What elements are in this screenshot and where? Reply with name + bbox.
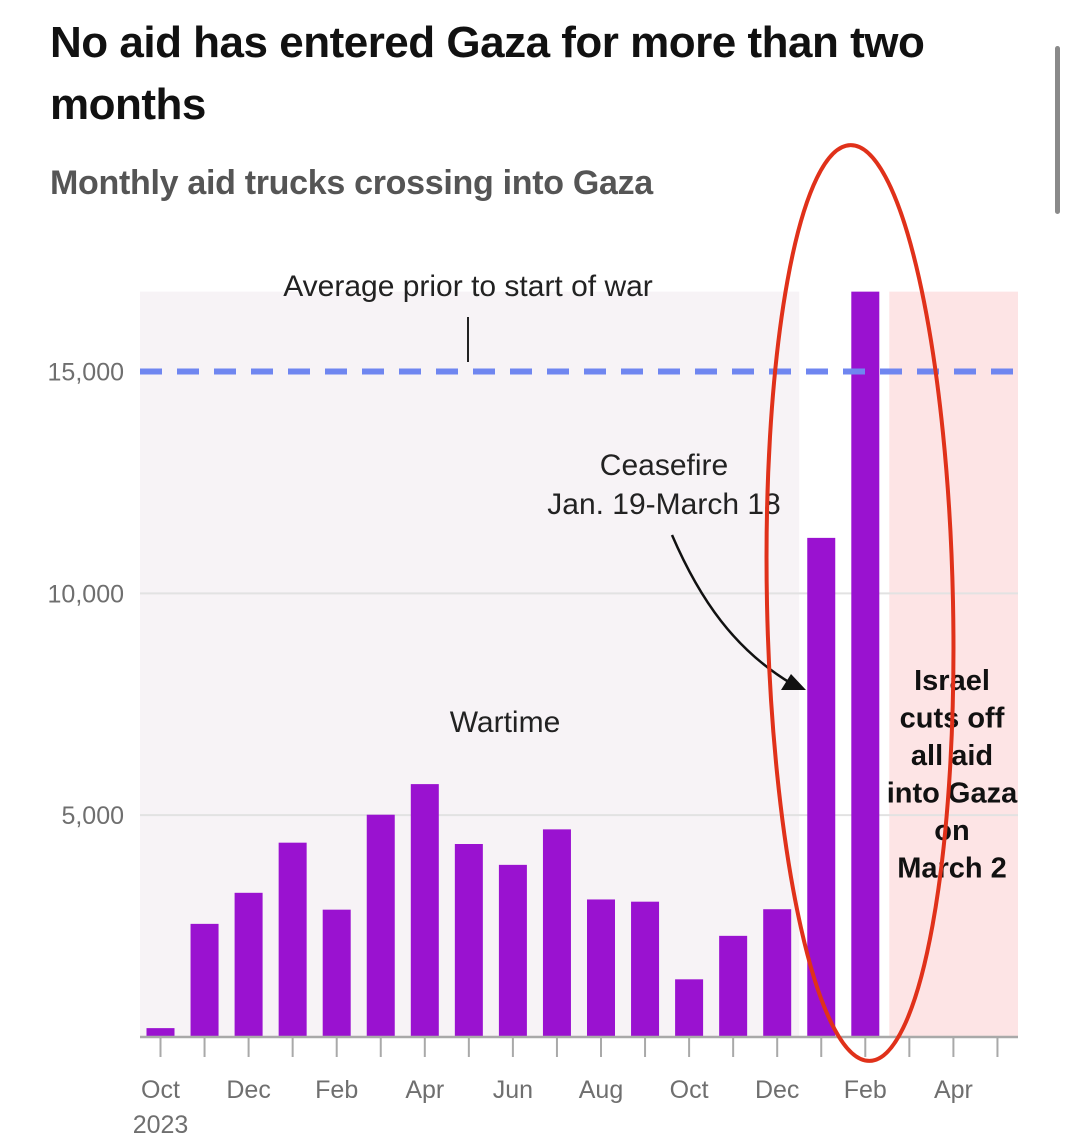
ceasefire-label-line2: Jan. 19-March 18 [547, 488, 780, 521]
bar [719, 935, 748, 1037]
x-tick-label: Jun [493, 1076, 533, 1104]
y-tick-label: 5,000 [61, 802, 124, 830]
x-tick-label: Dec [755, 1076, 799, 1104]
x-tick-label: Apr [934, 1076, 973, 1104]
y-tick-label: 15,000 [48, 359, 124, 387]
x-tick-sublabel: 2023 [133, 1111, 189, 1139]
x-tick-label: Oct [141, 1076, 180, 1104]
x-tick-label: Aug [579, 1076, 623, 1104]
bar [807, 537, 836, 1037]
bar [763, 909, 792, 1037]
cutoff-label-line: March 2 [897, 853, 1007, 885]
bar [587, 899, 615, 1037]
chart-title: No aid has entered Gaza for more than tw… [50, 18, 925, 129]
cutoff-label-line: on [934, 815, 969, 847]
bar [410, 784, 439, 1037]
highlight-ellipse [764, 143, 956, 1063]
bar [190, 923, 219, 1037]
bar [542, 829, 571, 1037]
bar [322, 909, 351, 1037]
bar [675, 979, 704, 1037]
x-tick-label: Feb [315, 1076, 358, 1104]
bar [234, 892, 263, 1037]
bar [454, 844, 483, 1037]
chart-subtitle: Monthly aid trucks crossing into Gaza [50, 164, 653, 202]
x-tick-label: Oct [670, 1076, 709, 1104]
bar [146, 1028, 175, 1037]
x-tick-label: Feb [844, 1076, 887, 1104]
reference-line-label: Average prior to start of war [283, 270, 653, 303]
bar [498, 864, 527, 1037]
ceasefire-label-line1: Ceasefire [600, 449, 728, 482]
y-tick-label: 10,000 [48, 580, 124, 608]
x-tick-label: Apr [405, 1076, 444, 1104]
cutoff-label-line: into Gaza [887, 778, 1018, 810]
x-tick-label: Dec [226, 1076, 270, 1104]
bar [278, 842, 307, 1037]
ceasefire-arrowhead [781, 674, 806, 690]
ceasefire-arrow [670, 534, 793, 686]
bar [851, 291, 880, 1037]
wartime-label: Wartime [450, 706, 561, 739]
scrollbar[interactable] [1055, 46, 1060, 214]
bar [631, 901, 660, 1037]
bar [366, 814, 395, 1037]
